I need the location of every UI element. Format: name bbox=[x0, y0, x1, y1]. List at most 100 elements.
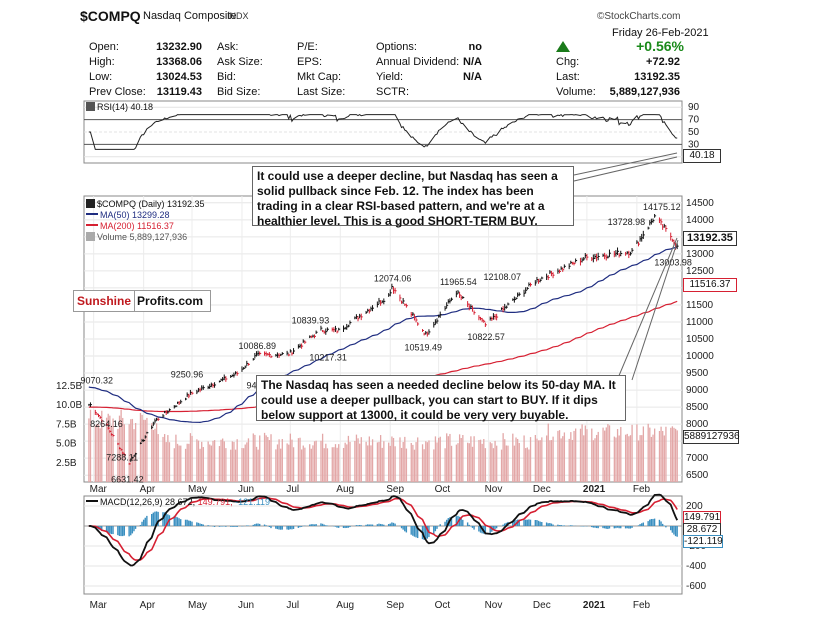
volume-bar bbox=[604, 430, 606, 482]
macd-histogram-bar bbox=[547, 523, 549, 526]
volume-bar bbox=[436, 442, 438, 482]
volume-bar bbox=[222, 438, 224, 482]
open-label: Open: bbox=[89, 41, 119, 53]
macd-histogram-bar bbox=[620, 526, 622, 529]
price-tick-label: 9500 bbox=[686, 368, 709, 379]
volume-bar bbox=[336, 447, 338, 482]
price-annotation-label: 14175.12 bbox=[643, 202, 681, 212]
volume-bar bbox=[178, 445, 180, 482]
volume-bar bbox=[286, 443, 288, 482]
macd-panel: 2000-200-400-600 MarAprMayJunJulAugSepOc… bbox=[83, 493, 706, 611]
volume-bar bbox=[550, 440, 553, 482]
macd-histogram-bar bbox=[670, 526, 672, 531]
copyright: ©StockCharts.com bbox=[597, 11, 681, 22]
volume-bar bbox=[105, 417, 108, 482]
volume-bar bbox=[649, 427, 651, 482]
volume-bar bbox=[597, 431, 599, 482]
rsi-callout-pointer bbox=[573, 152, 678, 176]
volume-bar bbox=[652, 434, 654, 482]
macd-histogram-bar bbox=[489, 526, 491, 533]
macd-histogram-bar bbox=[358, 524, 361, 526]
volume-bar bbox=[570, 432, 572, 482]
macd-histogram-bar bbox=[346, 526, 348, 528]
volume-bar bbox=[402, 442, 404, 482]
macd-histogram-bar bbox=[404, 526, 406, 532]
volume-bar bbox=[579, 428, 582, 482]
volume-bar bbox=[523, 435, 525, 482]
volume-bar bbox=[676, 430, 678, 482]
macd-histogram-bar bbox=[613, 526, 616, 529]
macd-histogram-bar bbox=[603, 526, 606, 529]
volume-bar bbox=[110, 425, 113, 482]
macd-histogram-bar bbox=[423, 526, 425, 540]
macd-histogram-bar bbox=[562, 525, 564, 526]
macd-histogram-bar bbox=[233, 526, 235, 527]
macd-histogram-bar bbox=[152, 512, 155, 526]
volume-bar bbox=[180, 445, 182, 482]
macd-histogram-bar bbox=[462, 519, 464, 526]
volume-bar bbox=[163, 434, 166, 482]
volume-bar bbox=[438, 437, 440, 482]
macd-histogram-bar bbox=[118, 526, 121, 536]
yield-value: N/A bbox=[463, 71, 482, 83]
volume-bar bbox=[615, 437, 617, 482]
volume-bar bbox=[302, 445, 304, 482]
volume-bar bbox=[207, 441, 209, 482]
prev-close-value: 13119.43 bbox=[156, 86, 202, 98]
volume-bar bbox=[117, 428, 119, 482]
macd-histogram-bar bbox=[279, 526, 282, 530]
macd-histogram-bar bbox=[445, 519, 448, 526]
volume-bar bbox=[365, 441, 367, 482]
macd-histogram-bar bbox=[347, 526, 350, 528]
macd-histogram-bar bbox=[425, 526, 427, 540]
macd-histogram-bar bbox=[410, 526, 412, 535]
change-percent: +0.56% bbox=[636, 38, 684, 54]
volume-bar bbox=[423, 449, 425, 482]
volume-bar bbox=[539, 440, 541, 482]
macd-histogram-bar bbox=[289, 526, 292, 530]
volume-bar bbox=[616, 429, 619, 482]
volume-bar bbox=[391, 436, 393, 482]
volume-bar bbox=[518, 442, 520, 482]
volume-bar bbox=[392, 437, 395, 482]
macd-histogram-bar bbox=[221, 526, 224, 527]
macd-histogram-bar bbox=[133, 526, 135, 532]
ma200-legend: MA(200) 11516.37 bbox=[86, 221, 174, 231]
volume-bar bbox=[581, 424, 583, 482]
price-tick-label: 10500 bbox=[686, 334, 714, 345]
month-label-top: Aug bbox=[336, 484, 354, 495]
macd-histogram-bar bbox=[130, 526, 132, 536]
macd-histogram-bar bbox=[594, 526, 596, 528]
macd-histogram-bar bbox=[557, 524, 559, 526]
symbol-title: $COMPQ bbox=[80, 8, 141, 24]
volume-bar bbox=[594, 438, 596, 482]
ma50-legend: MA(50) 13299.28 bbox=[86, 210, 170, 220]
volume-bar bbox=[321, 433, 324, 482]
macd-histogram-bar bbox=[616, 526, 619, 528]
dividend-value: N/A bbox=[463, 56, 482, 68]
macd-histogram-bar bbox=[629, 526, 632, 529]
volume-bar bbox=[605, 427, 607, 482]
macd-histogram-bar bbox=[597, 526, 599, 529]
volume-value: 5,889,127,936 bbox=[609, 86, 680, 98]
volume-bar bbox=[624, 434, 627, 482]
macd-histogram-bar bbox=[263, 524, 266, 526]
macd-histogram-bar bbox=[413, 526, 416, 537]
macd-legend-hist: -121.119 bbox=[235, 497, 271, 507]
volume-bar bbox=[320, 440, 322, 482]
macd-histogram-bar bbox=[154, 511, 156, 526]
macd-histogram-bar bbox=[628, 526, 630, 529]
rsi-legend-swatch bbox=[86, 102, 95, 111]
volume-bar bbox=[507, 445, 509, 482]
volume-bar bbox=[546, 435, 548, 482]
volume-bar bbox=[112, 418, 114, 482]
macd-histogram-bar bbox=[109, 526, 111, 534]
volume-bar bbox=[412, 444, 414, 482]
macd-histogram-bar bbox=[484, 526, 487, 535]
volume-bar bbox=[122, 417, 124, 482]
macd-histogram-bar bbox=[591, 526, 593, 528]
month-label-bottom: Jun bbox=[238, 600, 254, 611]
volume-bar bbox=[241, 448, 243, 482]
volume-bar bbox=[470, 436, 472, 482]
volume-bar bbox=[310, 448, 312, 482]
